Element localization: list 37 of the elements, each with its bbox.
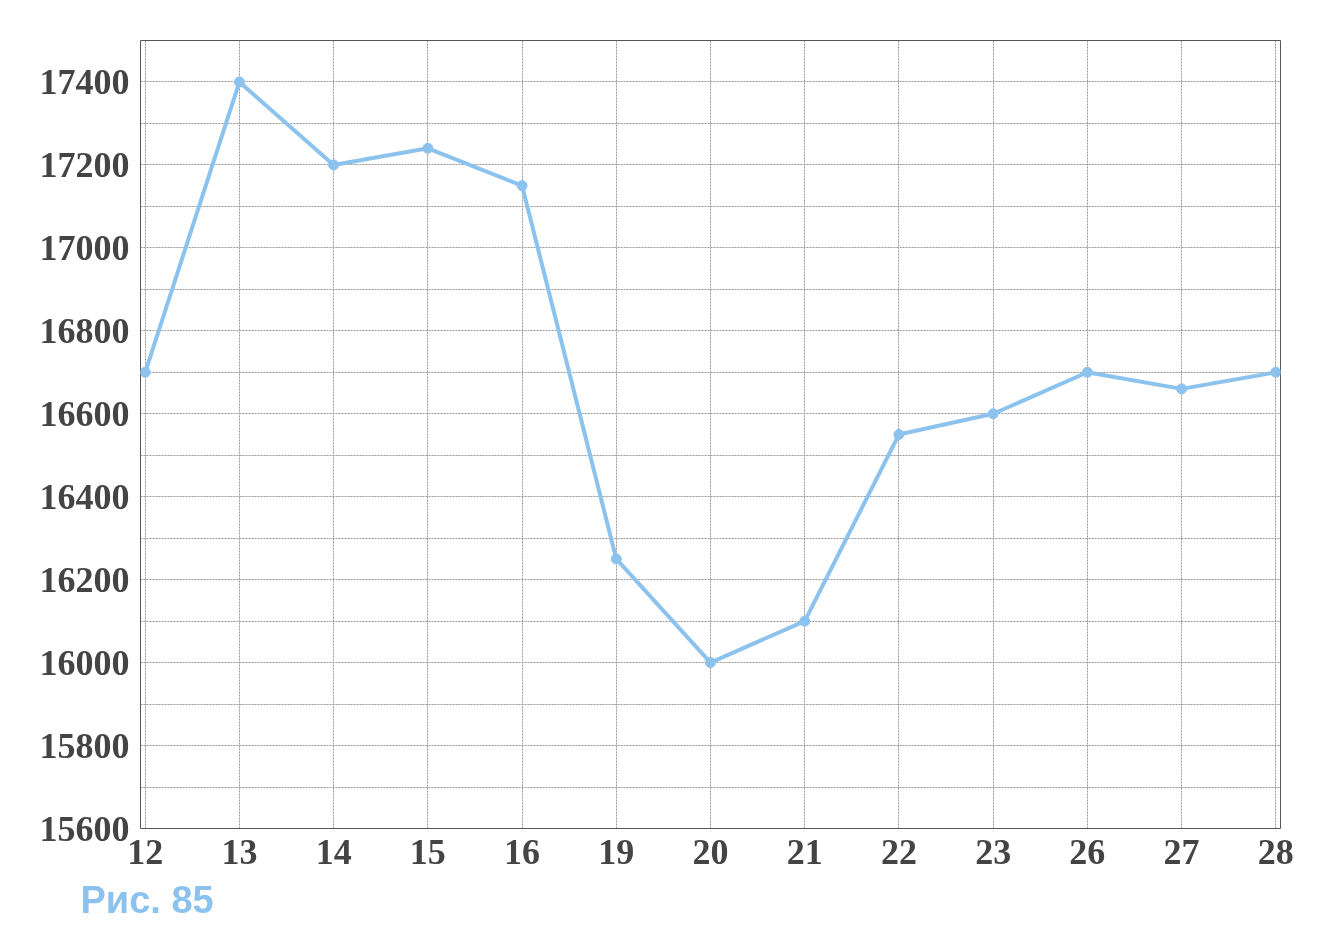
- point: [516, 180, 528, 192]
- x-tick-label: 21: [786, 831, 823, 872]
- x-tick-label: 22: [880, 831, 917, 872]
- x-tick-label: 20: [692, 831, 729, 872]
- y-tick-label: 16000: [39, 642, 130, 683]
- point: [140, 366, 151, 378]
- text: Рис. 85: [80, 878, 214, 921]
- point: [1270, 366, 1281, 378]
- point: [328, 159, 340, 171]
- point: [987, 408, 999, 420]
- x-tick-label: 27: [1163, 831, 1200, 872]
- y-tick-label: 16400: [39, 476, 130, 517]
- point: [1176, 383, 1188, 395]
- y-tick-label: 15600: [39, 808, 130, 849]
- y-tick-label: 16600: [39, 393, 130, 434]
- point: [1081, 366, 1093, 378]
- x-tick-label: 26: [1069, 831, 1106, 872]
- x-tick-label: 16: [504, 831, 541, 872]
- x-tick-label: 28: [1257, 831, 1294, 872]
- y-tick-label: 16200: [39, 559, 130, 600]
- x-tick-label: 23: [975, 831, 1012, 872]
- point: [893, 429, 905, 440]
- point: [705, 657, 716, 669]
- x-tick-label: 14: [315, 831, 352, 872]
- y-tick-label: 17400: [39, 61, 130, 102]
- y-tick-label: 16800: [39, 310, 130, 351]
- y-tick-label: 17000: [39, 227, 130, 268]
- x-tick-label: 12: [127, 831, 164, 872]
- point: [233, 76, 245, 88]
- x-tick-label: 19: [598, 831, 635, 872]
- x-tick-label: 13: [221, 831, 258, 872]
- y-tick-label: 17200: [39, 144, 130, 185]
- y-tick-label: 15800: [39, 725, 130, 766]
- point: [610, 553, 622, 565]
- x-tick-label: 15: [409, 831, 446, 872]
- point: [799, 615, 811, 627]
- point: [422, 142, 434, 154]
